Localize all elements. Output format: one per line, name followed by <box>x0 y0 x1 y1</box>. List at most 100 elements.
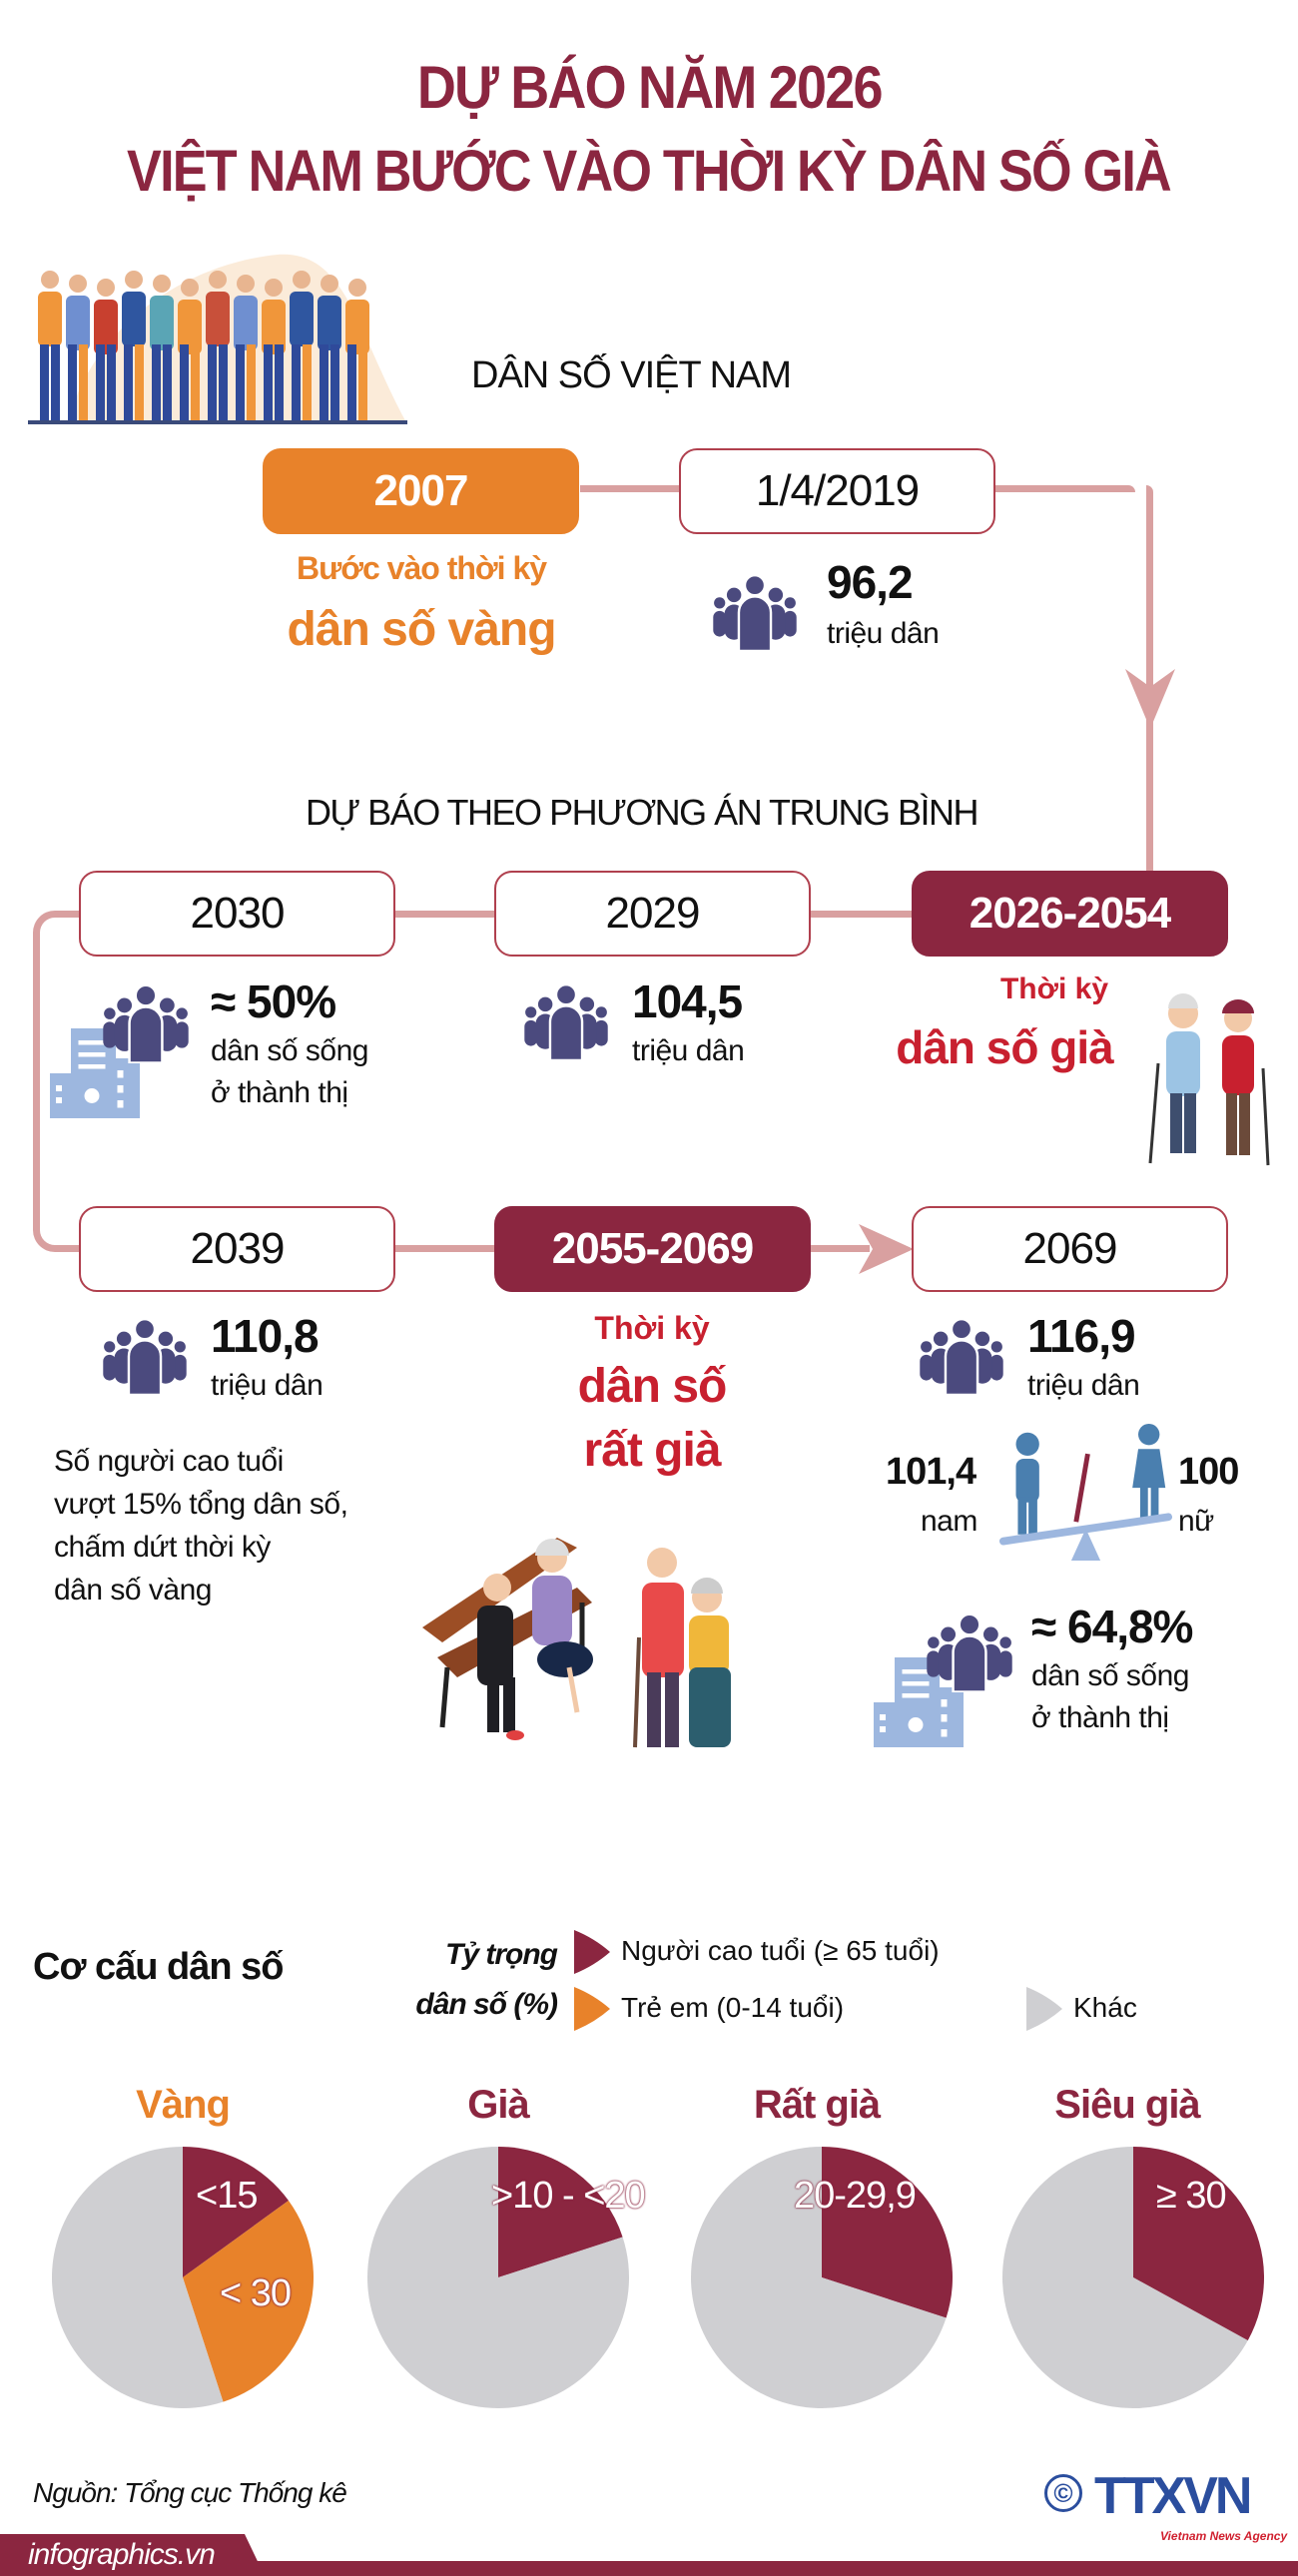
legend-title: Tỷ trọng dân số (%) <box>339 1930 558 2030</box>
title-line-2: VIỆT NAM BƯỚC VÀO THỜI KỲ DÂN SỐ GIÀ <box>0 140 1298 204</box>
people-icon <box>100 983 192 1063</box>
pie-charts <box>51 2147 1264 2408</box>
section-heading-population: DÂN SỐ VIỆT NAM <box>471 354 792 396</box>
timeline-connector <box>33 911 81 1252</box>
structure-heading: Cơ cấu dân số <box>33 1946 285 1988</box>
population-2039-unit: triệu dân <box>211 1369 324 1402</box>
footer-tab <box>0 2534 265 2576</box>
year-box-2039: 2039 <box>79 1206 395 1292</box>
title-line-2-text: VIỆT NAM BƯỚC VÀO THỜI KỲ DÂN SỐ GIÀ <box>127 139 1173 204</box>
section-heading-forecast: DỰ BÁO THEO PHƯƠNG ÁN TRUNG BÌNH <box>305 792 979 833</box>
pie-slice <box>691 2147 947 2408</box>
urban-2069-line2: ở thành thị <box>1031 1701 1169 1734</box>
period-box-2055-2069: 2055-2069 <box>494 1206 811 1292</box>
crowd-illustration <box>28 254 407 424</box>
crowd-person <box>66 275 90 420</box>
crowd-person <box>345 279 369 420</box>
gender-seesaw-icon <box>998 1423 1173 1562</box>
very-old-period-line2: dân số <box>577 1360 728 1413</box>
crowd-person <box>262 279 286 420</box>
crowd-person <box>150 275 174 420</box>
pie-title-super-old: Siêu già <box>1054 2083 1200 2127</box>
year-box-2007: 2007 <box>263 448 579 534</box>
footer-bar <box>0 2561 1298 2576</box>
population-2029-value: 104,5 <box>632 975 743 1027</box>
girl-icon <box>1132 1423 1166 1521</box>
very-old-period-line3: rất già <box>583 1424 721 1477</box>
legend-marker-elderly <box>574 1930 610 1974</box>
urban-2030-line2: ở thành thị <box>211 1076 348 1109</box>
note-line: vượt 15% tổng dân số, <box>54 1488 348 1521</box>
pie-label-golden-elderly: <15 <box>196 2175 258 2217</box>
elderly-bench-illustration <box>422 1538 731 1748</box>
urban-2069-line1: dân số sống <box>1031 1659 1189 1692</box>
pie-title-golden: Vàng <box>136 2083 231 2127</box>
pie-title-aging: Già <box>467 2083 529 2127</box>
note-line: Số người cao tuổi <box>54 1445 284 1478</box>
legend-title-line2: dân số (%) <box>415 1988 558 2021</box>
pie-label-aging-elderly: >10 - <20 <box>491 2175 646 2217</box>
people-icon <box>917 1318 1006 1395</box>
female-ratio-value: 100 <box>1178 1451 1239 1493</box>
pie-label-very-old-elderly: 20-29,9 <box>794 2175 917 2217</box>
ttxvn-logo-subtitle: Vietnam News Agency <box>1160 2529 1288 2543</box>
period-box-2026-2054: 2026-2054 <box>912 871 1228 957</box>
legend-label-elderly: Người cao tuổi (≥ 65 tuổi) <box>621 1935 940 1966</box>
year-box-2029: 2029 <box>494 871 811 957</box>
legend-label-other: Khác <box>1073 1992 1137 2023</box>
pie-slice <box>51 2147 224 2408</box>
population-2019-unit: triệu dân <box>827 617 940 650</box>
population-2069-unit: triệu dân <box>1027 1369 1140 1402</box>
crowd-person <box>178 279 202 420</box>
title-line-1-text: DỰ BÁO NĂM 2026 <box>416 54 884 121</box>
urban-2030-line1: dân số sống <box>211 1034 368 1067</box>
legend-marker-children <box>574 1987 610 2031</box>
boy-icon <box>1015 1432 1039 1535</box>
population-2069-value: 116,9 <box>1027 1310 1136 1362</box>
people-icon <box>924 1612 1015 1692</box>
urban-2069-value: ≈ 64,8% <box>1031 1601 1193 1652</box>
timeline-connector <box>394 911 494 918</box>
aging-period-line2: dân số già <box>896 1021 1113 1073</box>
timeline-connector <box>810 911 912 918</box>
people-icon <box>710 574 800 651</box>
site-link[interactable]: infographics.vn <box>28 2538 216 2571</box>
year-box-2069: 2069 <box>912 1206 1228 1292</box>
urban-2030-value: ≈ 50% <box>211 975 336 1027</box>
note-line: dân số vàng <box>54 1574 212 1607</box>
year-box-2019: 1/4/2019 <box>679 448 995 534</box>
crowd-person <box>234 275 258 420</box>
pie-label-super-old-elderly: ≥ 30 <box>1156 2175 1227 2217</box>
timeline-connector <box>394 1245 494 1252</box>
title-line-1: DỰ BÁO NĂM 2026 <box>0 55 1298 121</box>
pie-slice <box>1001 2147 1248 2408</box>
pie-slice <box>822 2147 953 2318</box>
male-label: nam <box>921 1505 977 1538</box>
source-note: Nguồn: Tổng cục Thống kê <box>33 2477 347 2508</box>
elderly-couple-illustration <box>1148 993 1270 1166</box>
female-label: nữ <box>1178 1505 1214 1538</box>
crowd-person <box>318 275 341 420</box>
crowd-person <box>206 271 230 420</box>
population-2029-unit: triệu dân <box>632 1034 745 1067</box>
arrow-right-icon <box>859 1224 914 1274</box>
timeline-connector <box>580 485 680 492</box>
crowd-person <box>94 279 118 420</box>
legend-marker-other <box>1026 1987 1062 2031</box>
pie-slice <box>183 2147 289 2277</box>
very-old-period-line1: Thời kỳ <box>594 1310 710 1346</box>
note-2039: Số người cao tuổi vượt 15% tổng dân số, … <box>54 1440 348 1611</box>
golden-period-line2: dân số vàng <box>287 603 556 656</box>
people-icon <box>521 983 611 1060</box>
pie-slice <box>367 2147 629 2408</box>
crowd-person <box>122 271 146 420</box>
population-2019-value: 96,2 <box>827 556 914 608</box>
legend-title-line1: Tỷ trọng <box>445 1938 558 1971</box>
timeline-connector <box>810 1245 870 1252</box>
golden-period-line1: Bước vào thời kỳ <box>296 550 547 586</box>
crowd-person <box>38 271 62 420</box>
legend-label-children: Trẻ em (0-14 tuổi) <box>621 1992 845 2023</box>
pie-slice <box>1133 2147 1264 2341</box>
note-line: chấm dứt thời kỳ <box>54 1531 271 1564</box>
arrow-down-icon <box>1125 669 1175 729</box>
